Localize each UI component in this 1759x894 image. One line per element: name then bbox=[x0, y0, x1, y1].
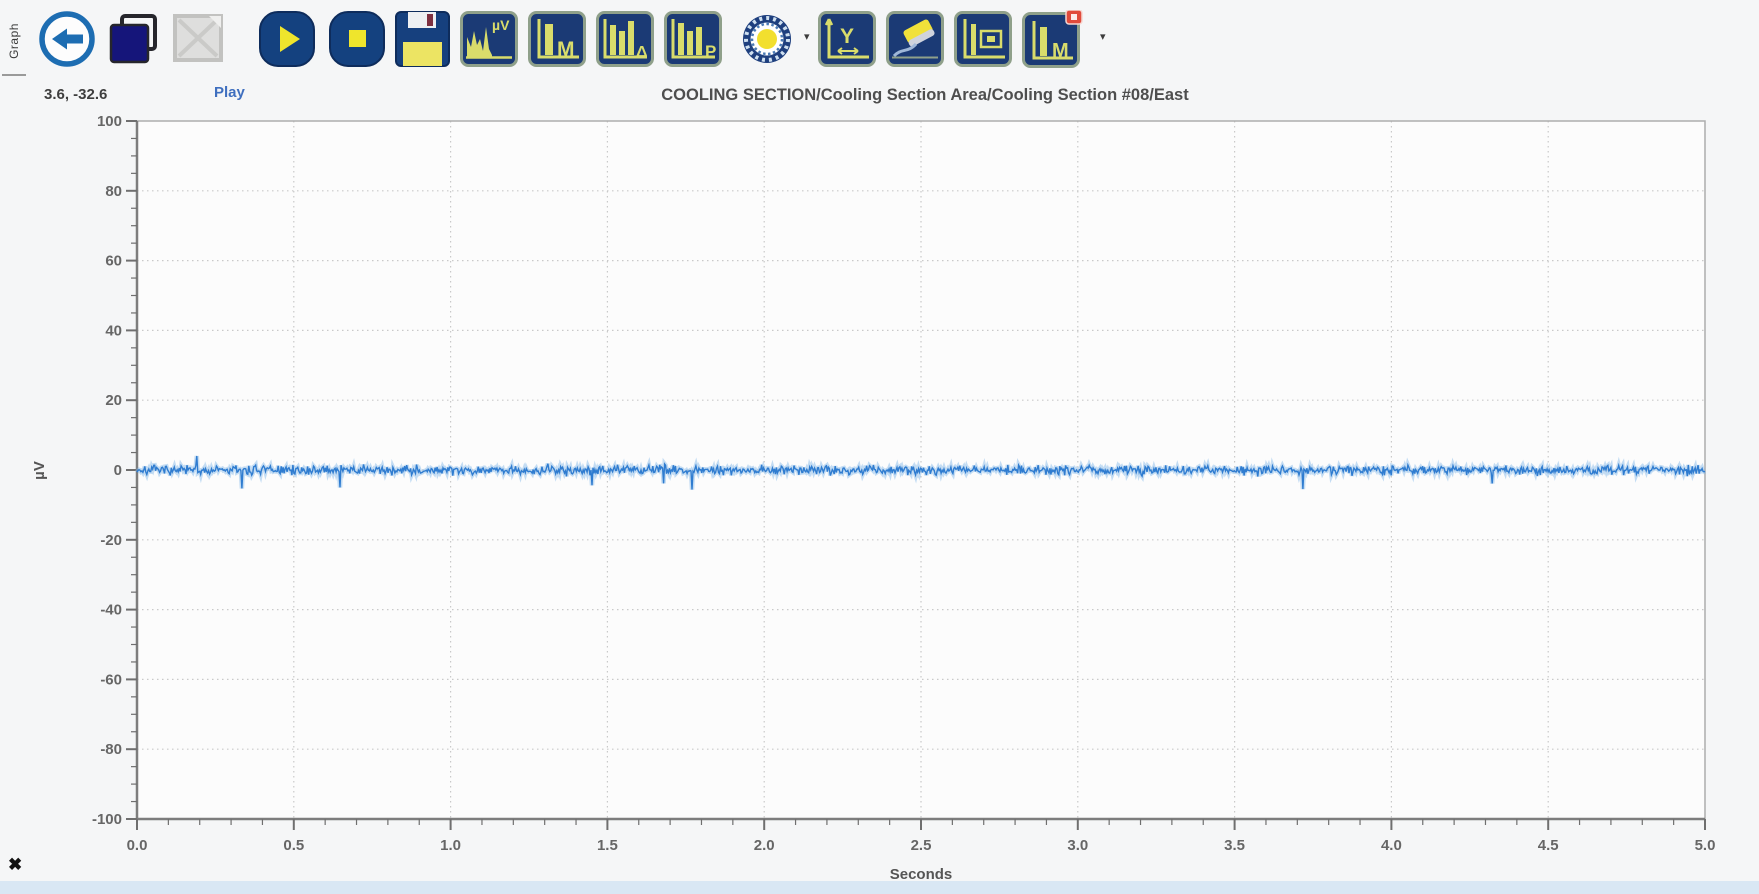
back-button[interactable] bbox=[38, 10, 98, 68]
save-button[interactable] bbox=[394, 10, 454, 68]
svg-text:-100: -100 bbox=[92, 811, 122, 828]
svg-text:1.0: 1.0 bbox=[440, 837, 461, 854]
svg-text:M: M bbox=[557, 38, 575, 61]
save-icon bbox=[394, 10, 454, 68]
toolbar-overflow-dropdown[interactable]: ▾ bbox=[1100, 32, 1106, 43]
svg-text:3.5: 3.5 bbox=[1224, 837, 1245, 854]
svg-text:2.5: 2.5 bbox=[911, 837, 932, 854]
svg-text:Δ: Δ bbox=[636, 44, 648, 61]
svg-text:80: 80 bbox=[105, 183, 122, 200]
band-cursor-icon bbox=[954, 11, 1014, 67]
grid bbox=[137, 121, 1705, 819]
svg-text:4.0: 4.0 bbox=[1381, 837, 1402, 854]
back-icon bbox=[38, 10, 98, 68]
band-cursor-button[interactable] bbox=[954, 10, 1014, 68]
display-settings-dropdown[interactable]: ▾ bbox=[804, 32, 810, 43]
spectrum-uv-icon: µV bbox=[460, 11, 520, 67]
snapshot-button-disabled bbox=[170, 10, 230, 68]
close-icon[interactable]: ✖ bbox=[8, 855, 23, 874]
copy-pages-icon bbox=[104, 10, 164, 68]
eraser-button[interactable] bbox=[886, 10, 946, 68]
svg-text:-80: -80 bbox=[100, 741, 122, 758]
play-icon bbox=[258, 10, 318, 68]
chevron-down-icon: ▾ bbox=[1100, 31, 1106, 43]
marker-chart-button[interactable]: M bbox=[528, 10, 588, 68]
chart-title: COOLING SECTION/Cooling Section Area/Coo… bbox=[661, 86, 1189, 104]
y-axis-scale-button[interactable]: Y bbox=[818, 10, 878, 68]
machine-marker-button[interactable]: M bbox=[1022, 10, 1083, 68]
display-settings-icon bbox=[736, 10, 796, 68]
tab-graph-label: Graph bbox=[7, 23, 22, 59]
waveform-trace bbox=[136, 455, 1706, 490]
eraser-icon bbox=[886, 11, 946, 67]
svg-text:100: 100 bbox=[97, 113, 122, 130]
chevron-down-icon: ▾ bbox=[804, 31, 810, 43]
snapshot-disabled-icon bbox=[170, 10, 230, 68]
mode-label: Play bbox=[214, 84, 245, 101]
peak-label-button[interactable]: P bbox=[664, 10, 724, 68]
svg-text:0.5: 0.5 bbox=[283, 837, 304, 854]
svg-text:Y: Y bbox=[840, 25, 854, 48]
svg-text:-40: -40 bbox=[100, 602, 122, 619]
tick-labels: 0.0 0.5 1.0 1.5 2.0 2.5 3.0 3.5 4.0 4.5 5.0 100 80 60… bbox=[92, 113, 1715, 854]
machine-marker-icon: M bbox=[1022, 10, 1083, 68]
copy-button[interactable] bbox=[104, 10, 164, 68]
axis-ticks bbox=[126, 120, 1706, 830]
tab-graph[interactable]: Graph bbox=[2, 8, 26, 76]
svg-text:P: P bbox=[705, 42, 716, 61]
spectrum-uv-button[interactable]: µV bbox=[460, 10, 520, 68]
delta-cursor-icon: Δ bbox=[596, 11, 656, 67]
peak-label-icon: P bbox=[664, 11, 724, 67]
y-axis-label: µV bbox=[30, 461, 48, 480]
stop-icon bbox=[328, 10, 388, 68]
stop-button[interactable] bbox=[328, 10, 388, 68]
svg-text:-60: -60 bbox=[100, 671, 122, 688]
svg-text:0.0: 0.0 bbox=[127, 837, 148, 854]
marker-chart-icon: M bbox=[528, 11, 588, 67]
svg-text:-20: -20 bbox=[100, 532, 122, 549]
svg-text:M: M bbox=[1052, 40, 1069, 62]
svg-text:0: 0 bbox=[114, 462, 122, 479]
y-axis-scale-icon: Y bbox=[818, 11, 878, 67]
svg-text:3.0: 3.0 bbox=[1067, 837, 1088, 854]
svg-text:60: 60 bbox=[105, 253, 122, 270]
alert-badge bbox=[1065, 10, 1083, 25]
delta-cursor-button[interactable]: Δ bbox=[596, 10, 656, 68]
svg-text:µV: µV bbox=[492, 17, 510, 33]
svg-text:40: 40 bbox=[105, 322, 122, 339]
play-button[interactable] bbox=[258, 10, 318, 68]
svg-text:4.5: 4.5 bbox=[1538, 837, 1559, 854]
bottom-panel-edge bbox=[0, 881, 1759, 894]
display-settings-button[interactable] bbox=[736, 10, 796, 68]
svg-text:1.5: 1.5 bbox=[597, 837, 618, 854]
x-axis-label: Seconds bbox=[889, 866, 953, 883]
cursor-readout: 3.6, -32.6 bbox=[44, 86, 108, 103]
svg-text:5.0: 5.0 bbox=[1695, 837, 1716, 854]
svg-text:2.0: 2.0 bbox=[754, 837, 775, 854]
svg-text:20: 20 bbox=[105, 392, 122, 409]
